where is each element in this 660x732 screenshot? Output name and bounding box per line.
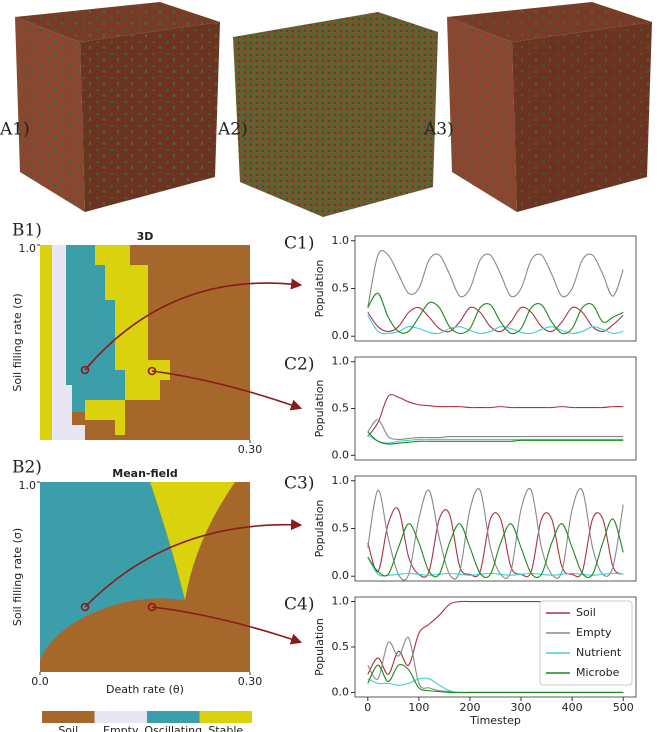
- x-tick-label: 0: [364, 701, 371, 714]
- region: [40, 245, 52, 440]
- y-tick-label: 1.0: [19, 479, 37, 492]
- cube-a2: [233, 12, 438, 217]
- y-tick-label: 1.0: [332, 595, 350, 608]
- series-line: [367, 663, 624, 694]
- phase-map-b1: [40, 245, 250, 440]
- plot-title: 3D: [137, 230, 154, 243]
- y-axis-label: Soil filling rate (σ): [11, 293, 24, 391]
- x-tick-label: 0.30: [238, 675, 263, 688]
- panel-label: B1): [12, 221, 42, 241]
- region: [40, 482, 185, 660]
- y-tick-label: 0.0: [332, 448, 350, 461]
- plot-frame: [354, 235, 637, 342]
- arrows: [80, 278, 303, 645]
- x-axis-label: Timestep: [469, 714, 521, 727]
- cube-a1: [15, 2, 220, 212]
- legend-label: Soil: [576, 606, 596, 619]
- series-line: [367, 488, 624, 581]
- series-line: [367, 314, 624, 335]
- colorbar-label: Oscillating: [144, 724, 202, 732]
- y-tick-label: 0.0: [332, 685, 350, 698]
- y-tick-label: 0.5: [332, 640, 350, 653]
- series-line: [367, 507, 624, 578]
- x-axis-label: Death rate (θ): [106, 683, 184, 696]
- phase-map-b2: [40, 482, 250, 672]
- y-tick-label: 0.5: [332, 402, 350, 415]
- region: [150, 482, 235, 600]
- y-tick-label: 0.5: [332, 282, 350, 295]
- x-tick-label: 0.30: [238, 443, 263, 456]
- legend-label: Microbe: [576, 666, 620, 679]
- region: [52, 245, 85, 440]
- x-tick-label: 200: [459, 701, 480, 714]
- plot-frame: [354, 356, 637, 461]
- panel-label: C4): [284, 595, 314, 615]
- colorbar-swatch: [42, 711, 95, 723]
- x-tick-label: 0.0: [31, 675, 49, 688]
- series-line: [367, 431, 624, 445]
- region: [65, 245, 125, 412]
- legend-box: [539, 600, 633, 686]
- plot-title: Mean-field: [112, 467, 177, 480]
- panel-label: A2): [217, 120, 248, 140]
- y-tick-label: 0.0: [332, 569, 350, 582]
- series-line: [367, 306, 624, 333]
- legend-label: Nutrient: [576, 646, 622, 659]
- legend-label: Empty: [576, 626, 612, 639]
- y-tick-label: 0.5: [332, 522, 350, 535]
- colorbar-label: Empty: [103, 724, 139, 732]
- x-tick-label: 300: [511, 701, 532, 714]
- series-line: [367, 249, 624, 308]
- y-tick-label: 0.0: [332, 329, 350, 342]
- y-axis-label: Population: [313, 260, 326, 318]
- y-tick-label: 1.0: [19, 242, 37, 255]
- x-tick-label: 500: [613, 701, 634, 714]
- cube-a3: [447, 2, 652, 212]
- series-line: [367, 518, 624, 578]
- panel-label: B2): [12, 458, 42, 478]
- panel-label: C3): [284, 474, 314, 494]
- series-line: [367, 556, 624, 577]
- y-axis-label: Population: [313, 618, 326, 676]
- colorbar-swatch: [147, 711, 200, 723]
- series-line: [367, 393, 624, 437]
- x-tick-label: 400: [562, 701, 583, 714]
- x-tick-label: 100: [408, 701, 429, 714]
- y-tick-label: 1.0: [332, 355, 350, 368]
- panel-label: C2): [284, 355, 314, 375]
- y-tick-label: 1.0: [332, 234, 350, 247]
- panel-label: C1): [284, 234, 314, 254]
- panel-label: A1): [0, 120, 30, 140]
- colorbar-label: Soil: [58, 724, 78, 732]
- y-tick-label: 1.0: [332, 474, 350, 487]
- colorbar-swatch: [199, 711, 252, 723]
- series-line: [367, 419, 624, 441]
- y-axis-label: Population: [313, 380, 326, 438]
- y-axis-label: Population: [313, 500, 326, 558]
- series-line: [367, 434, 624, 444]
- panel-label: A3): [423, 120, 454, 140]
- colorbar-swatch: [94, 711, 147, 723]
- colorbar-label: Stable: [208, 724, 243, 732]
- series-line: [367, 292, 624, 335]
- y-axis-label: Soil filling rate (σ): [11, 528, 24, 626]
